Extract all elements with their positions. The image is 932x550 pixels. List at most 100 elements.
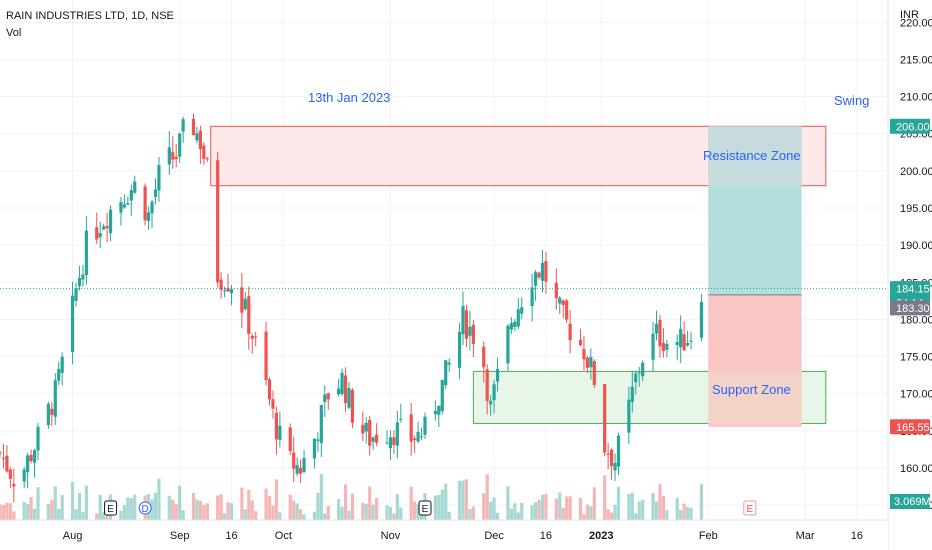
candle-body[interactable] [167, 147, 171, 165]
candle-body[interactable] [219, 279, 223, 290]
candle-body[interactable] [641, 362, 645, 377]
candle-body[interactable] [516, 309, 520, 327]
candle-body[interactable] [689, 340, 693, 342]
candle-body[interactable] [368, 419, 372, 446]
candle-body[interactable] [399, 418, 403, 420]
candle-body[interactable] [288, 427, 292, 451]
candle-body[interactable] [419, 436, 424, 438]
candle-body[interactable] [423, 416, 427, 435]
candle-body[interactable] [36, 426, 40, 451]
candle-body[interactable] [22, 469, 26, 482]
candle-body[interactable] [471, 324, 475, 344]
candle-body[interactable] [540, 262, 545, 281]
candle-body[interactable] [77, 278, 82, 287]
candle-body[interactable] [413, 438, 417, 440]
candle-body[interactable] [447, 362, 451, 365]
candle-body[interactable] [433, 410, 437, 415]
candle-body[interactable] [181, 119, 185, 132]
candle-body[interactable] [202, 145, 206, 160]
candle-body[interactable] [32, 450, 37, 463]
candle-body[interactable] [654, 323, 659, 334]
candle-body[interactable] [250, 336, 254, 339]
candle-body[interactable] [226, 287, 230, 292]
candle-body[interactable] [229, 288, 234, 294]
candle-body[interactable] [468, 326, 472, 336]
candle-body[interactable] [530, 287, 534, 307]
candle-body[interactable] [630, 386, 634, 403]
candle-body[interactable] [482, 346, 486, 368]
candle-body[interactable] [267, 379, 272, 400]
candle-body[interactable] [150, 201, 154, 214]
candle-body[interactable] [108, 209, 113, 234]
time-axis[interactable]: Aug Sep 16 Oct Nov Dec 16 2023 Feb Mar 16 [0, 519, 888, 550]
earnings-marker[interactable] [743, 500, 757, 516]
candle-body[interactable] [247, 296, 251, 335]
candle-body[interactable] [0, 452, 2, 454]
candle-body[interactable] [302, 458, 306, 472]
candle-body[interactable] [205, 158, 209, 160]
candle-body[interactable] [520, 307, 524, 314]
candle-body[interactable] [437, 405, 441, 415]
volume-legend[interactable]: Vol [6, 27, 22, 39]
candle-body[interactable] [661, 343, 666, 352]
candle-body[interactable] [444, 360, 448, 386]
candle-body[interactable] [312, 438, 317, 459]
candle-body[interactable] [323, 394, 327, 403]
candle-body[interactable] [264, 331, 268, 381]
candle-body[interactable] [651, 333, 655, 360]
candle-body[interactable] [95, 227, 99, 240]
candle-body[interactable] [70, 295, 75, 353]
candle-body[interactable] [347, 387, 351, 408]
candle-body[interactable] [375, 434, 379, 443]
candle-body[interactable] [222, 290, 227, 292]
candle-body[interactable] [613, 462, 617, 471]
candle-body[interactable] [461, 306, 465, 335]
candle-body[interactable] [326, 393, 330, 400]
candle-body[interactable] [395, 422, 399, 446]
candle-body[interactable] [178, 133, 182, 157]
candle-body[interactable] [675, 342, 679, 346]
symbol-title[interactable]: RAIN INDUSTRIES LTD, 1D, NSE [6, 10, 174, 22]
candle-body[interactable] [582, 349, 586, 360]
candle-body[interactable] [243, 298, 247, 310]
candle-body[interactable] [464, 310, 469, 339]
candle-body[interactable] [627, 399, 631, 433]
candle-body[interactable] [81, 274, 85, 280]
candle-body[interactable] [53, 380, 57, 417]
candle-body[interactable] [337, 388, 341, 395]
candle-body[interactable] [105, 226, 109, 229]
candle-body[interactable] [50, 408, 54, 415]
candle-body[interactable] [637, 372, 641, 374]
candle-body[interactable] [606, 453, 610, 455]
candle-body[interactable] [361, 424, 365, 434]
candle-body[interactable] [46, 403, 50, 426]
price-axis[interactable]: INR155.00160.00165.00170.00175.00180.001… [887, 0, 932, 550]
candle-body[interactable] [8, 469, 12, 479]
candle-body[interactable] [60, 356, 64, 373]
candle-body[interactable] [561, 300, 565, 306]
candle-body[interactable] [129, 190, 133, 201]
candle-body[interactable] [157, 164, 161, 191]
candle-body[interactable] [492, 384, 496, 401]
candle-body[interactable] [174, 156, 178, 160]
candle-body[interactable] [506, 325, 510, 364]
candle-body[interactable] [392, 437, 396, 445]
candle-body[interactable] [679, 328, 683, 348]
candle-body[interactable] [609, 449, 614, 467]
drawing-layer[interactable] [210, 125, 827, 427]
candle-body[interactable] [198, 130, 203, 150]
candle-body[interactable] [457, 331, 462, 368]
candle-body[interactable] [84, 230, 88, 276]
candle-body[interactable] [592, 361, 596, 386]
candle-body[interactable] [409, 414, 413, 442]
dividend-marker[interactable] [138, 501, 152, 515]
candle-body[interactable] [489, 400, 493, 405]
candle-body[interactable] [295, 464, 299, 474]
candle-body[interactable] [153, 189, 158, 198]
candle-body[interactable] [74, 288, 78, 301]
candle-body[interactable] [682, 334, 686, 351]
candle-body[interactable] [364, 422, 368, 432]
candle-body[interactable] [589, 357, 593, 368]
candle-body[interactable] [143, 186, 147, 221]
candle-body[interactable] [350, 389, 355, 423]
